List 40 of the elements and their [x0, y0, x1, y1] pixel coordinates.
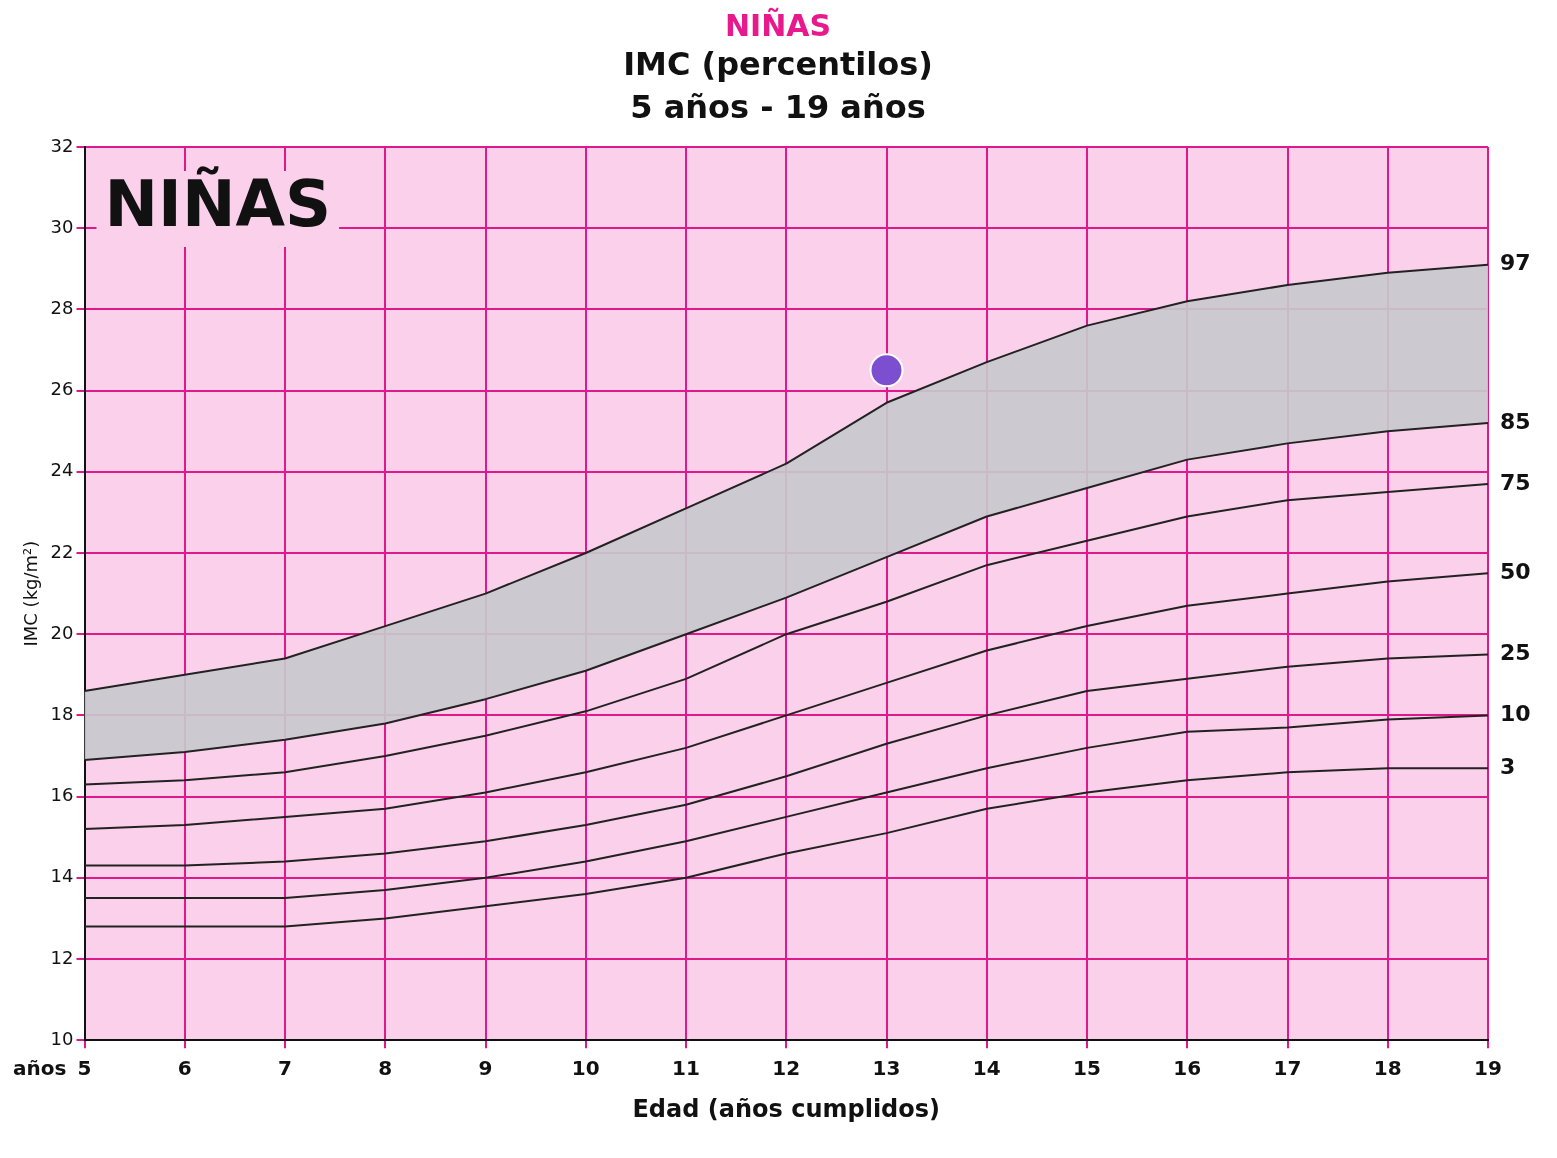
y-tick-label: 14 — [50, 865, 74, 887]
x-tick-label: 19 — [1474, 1056, 1502, 1081]
y-tick-label: 26 — [50, 378, 74, 400]
y-tick-label: 22 — [50, 541, 74, 563]
x-tick-label: 17 — [1273, 1056, 1302, 1081]
y-tick-label: 18 — [50, 703, 74, 725]
y-tick-label: 20 — [50, 622, 74, 644]
y-tick-label: 32 — [50, 135, 74, 157]
x-tick-label: 14 — [972, 1056, 1001, 1081]
x-tick-label: 16 — [1173, 1056, 1202, 1081]
x-tick-label: 12 — [772, 1056, 801, 1081]
y-tick-label: 16 — [50, 784, 74, 806]
y-tick-label: 30 — [50, 216, 74, 238]
series-label: 3 — [1500, 754, 1516, 780]
series-label: 75 — [1500, 470, 1531, 496]
y-tick-label: 10 — [50, 1028, 74, 1050]
chart-title: NIÑAS — [723, 8, 833, 43]
y-tick-label: 28 — [50, 297, 74, 319]
y-axis-title: IMC (kg/m²) — [20, 541, 42, 647]
text: años — [13, 1056, 67, 1081]
x-tick-label: 10 — [571, 1056, 600, 1081]
x-tick-label: 11 — [672, 1056, 700, 1081]
x-axis-title: Edad (años cumplidos) — [632, 1095, 941, 1124]
series-label: 85 — [1500, 409, 1531, 435]
series-label: 97 — [1500, 250, 1531, 276]
x-tick-label: 18 — [1373, 1056, 1402, 1081]
chart-subtitle: IMC (percentilos) 5 años - 19 años — [622, 44, 934, 129]
series-label: 50 — [1500, 559, 1531, 585]
x-tick-label: 13 — [872, 1056, 901, 1081]
x-tick-label: 15 — [1073, 1056, 1101, 1081]
x-tick-label: 5 — [77, 1056, 92, 1081]
y-tick-label: 12 — [50, 947, 74, 969]
x-tick-label: 7 — [278, 1056, 292, 1081]
y-tick-label: 24 — [50, 459, 74, 481]
series-label: 10 — [1500, 701, 1531, 727]
series-label: 25 — [1500, 640, 1531, 666]
annotation: NIÑAS — [104, 166, 332, 241]
x-tick-label: 6 — [177, 1056, 192, 1081]
x-tick-label: 8 — [378, 1056, 393, 1081]
x-tick-label: 9 — [478, 1056, 493, 1081]
